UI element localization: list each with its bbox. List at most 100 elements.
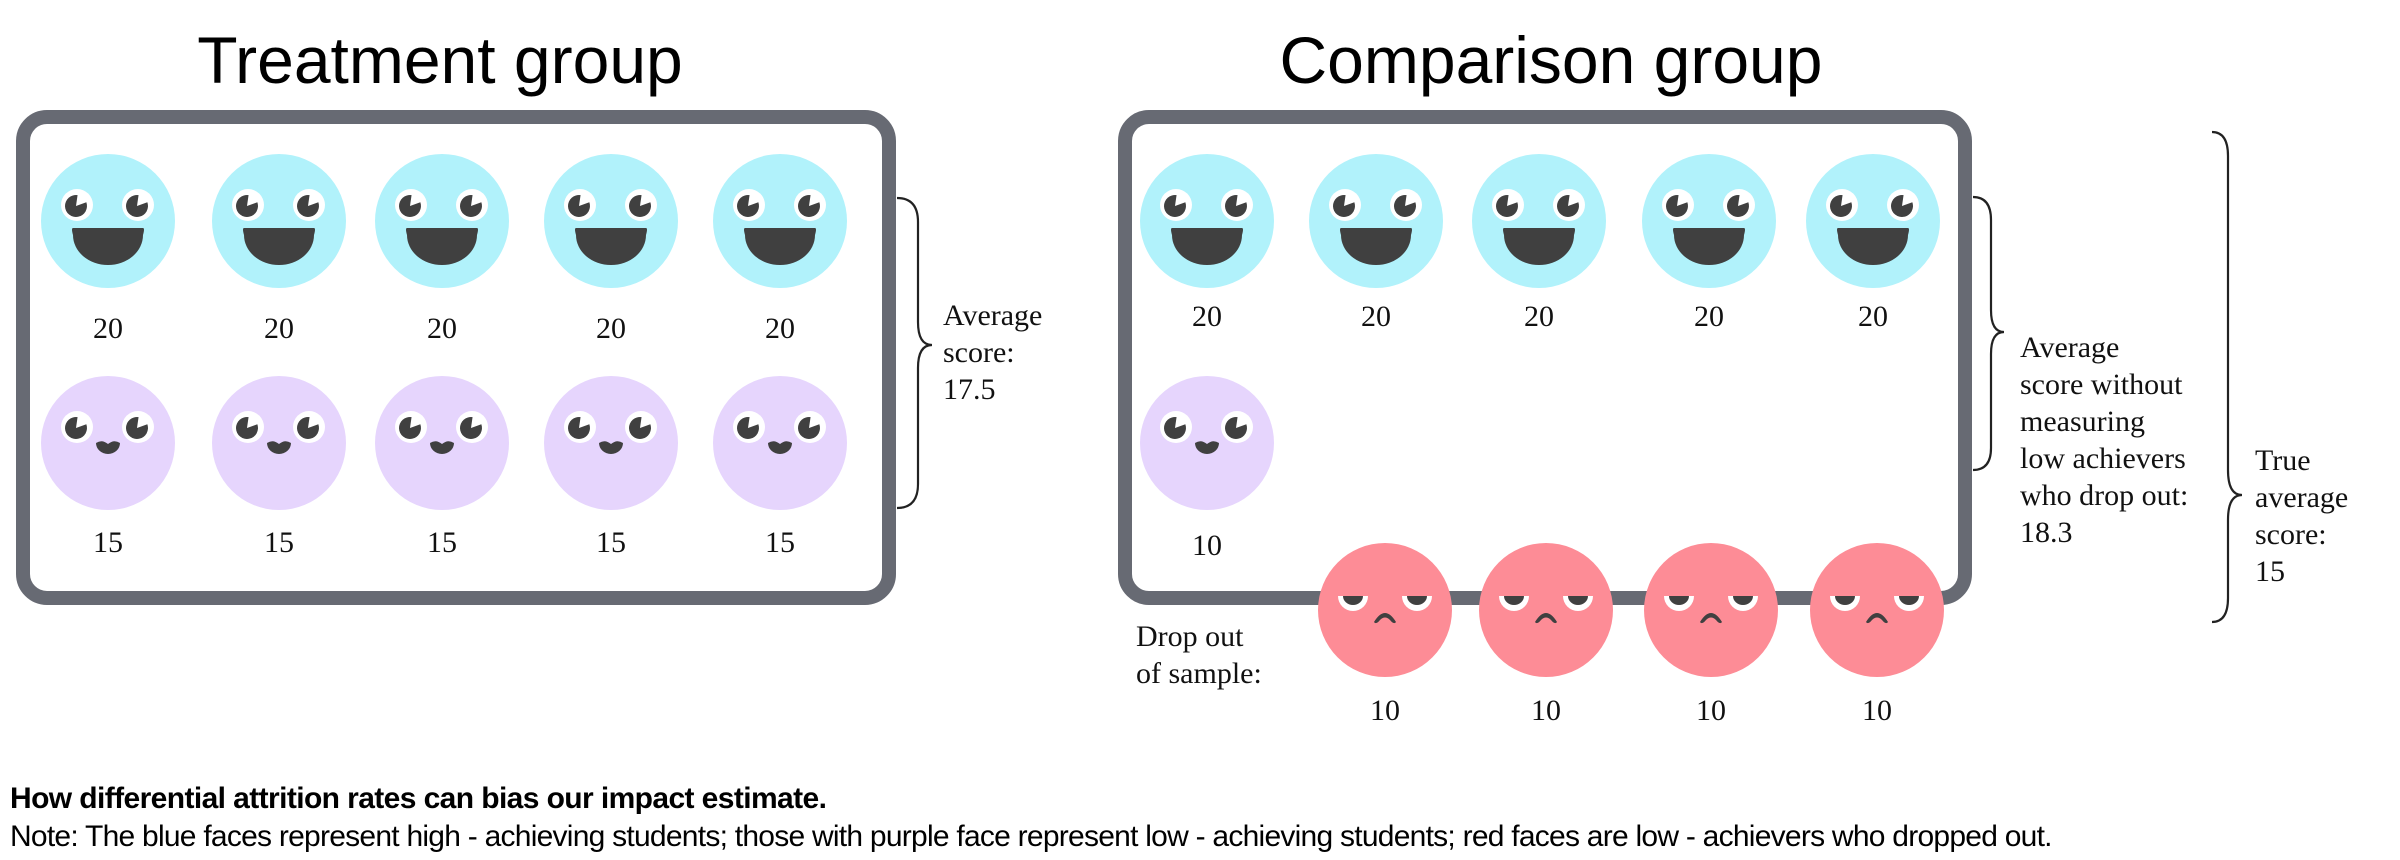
- pupil: [1568, 596, 1588, 605]
- pupil: [64, 417, 87, 440]
- pupil: [459, 416, 482, 440]
- content-face-icon: [1140, 376, 1274, 510]
- measured-average-brace: [1972, 195, 2005, 472]
- score-label: 20: [427, 312, 457, 345]
- sad-face-icon: [1810, 543, 1944, 677]
- annotation-line: 17.5: [943, 373, 996, 406]
- annotation-line: score:: [943, 336, 1015, 369]
- score-label: 20: [1694, 300, 1724, 333]
- dropout-label-line: of sample:: [1136, 657, 1262, 690]
- pupil: [297, 417, 319, 440]
- pupil: [737, 195, 759, 217]
- score-label: 15: [427, 526, 457, 559]
- face-disc: [212, 376, 346, 510]
- true-average-brace: [2211, 130, 2243, 624]
- pupil: [1394, 195, 1416, 217]
- small-smile-mouth: [267, 441, 291, 454]
- pupil: [1669, 596, 1689, 605]
- happy-face-icon: [713, 154, 847, 288]
- comparison-group-title: Comparison group: [1280, 23, 1823, 97]
- happy-face-icon: [375, 154, 509, 288]
- score-label: 10: [1862, 694, 1892, 727]
- frown-mouth: [1374, 613, 1396, 624]
- smile-mouth: [406, 228, 478, 265]
- happy-face-icon: [1642, 154, 1776, 288]
- pupil: [1830, 195, 1852, 218]
- pupil: [126, 417, 148, 440]
- annotation-line: low achievers: [2020, 442, 2186, 475]
- annotation-line: score:: [2255, 518, 2327, 551]
- pupil: [1407, 596, 1427, 605]
- treatment-average-brace: [896, 196, 933, 510]
- annotation-line: 18.3: [2020, 516, 2073, 549]
- pupil: [1225, 417, 1247, 440]
- score-label: 15: [596, 526, 626, 559]
- pupil: [1835, 596, 1855, 605]
- figure-caption-note: Note: The blue faces represent high - ac…: [10, 820, 2052, 853]
- pupil: [399, 195, 421, 217]
- face-disc: [375, 154, 509, 288]
- treatment-average-annotation: Average score: 17.5: [943, 299, 1050, 406]
- score-label: 20: [1524, 300, 1554, 333]
- score-label: 20: [264, 312, 294, 345]
- score-label: 15: [264, 526, 294, 559]
- sad-face-icon: [1644, 543, 1778, 677]
- score-label: 10: [1192, 529, 1222, 562]
- happy-face-icon: [1806, 154, 1940, 288]
- score-label: 10: [1370, 694, 1400, 727]
- pupil: [1727, 195, 1750, 217]
- pupil: [235, 195, 258, 217]
- face-disc: [41, 154, 175, 288]
- pupil: [1557, 195, 1579, 217]
- faces-layer: 20 20 20 20 20 15 15 15 15 15 20 20 20 20 20 10 10 10 10 10: [41, 154, 1944, 727]
- smile-mouth: [575, 228, 647, 265]
- smile-mouth: [1340, 228, 1412, 265]
- face-disc: [212, 154, 346, 288]
- smile-mouth: [1503, 228, 1575, 265]
- frown-mouth: [1700, 613, 1722, 624]
- annotation-line: Average: [943, 299, 1042, 332]
- face-disc: [1309, 154, 1443, 288]
- small-smile-mouth: [1195, 441, 1219, 454]
- pupil: [1665, 195, 1688, 217]
- pupil: [235, 417, 258, 440]
- pupil: [1164, 195, 1187, 218]
- annotation-line: measuring: [2020, 405, 2145, 438]
- dropout-label-line: Drop out: [1136, 620, 1244, 653]
- score-label: 20: [1858, 300, 1888, 333]
- treatment-group-title: Treatment group: [197, 23, 682, 97]
- happy-face-icon: [41, 154, 175, 288]
- pupil: [1332, 195, 1356, 217]
- face-disc: [1140, 376, 1274, 510]
- pupil: [64, 194, 87, 217]
- score-label: 20: [596, 312, 626, 345]
- face-disc: [544, 376, 678, 510]
- face-disc: [1642, 154, 1776, 288]
- face-disc: [1806, 154, 1940, 288]
- true-average-annotation: True average score: 15: [2255, 444, 2356, 588]
- pupil: [1733, 596, 1753, 605]
- face-disc: [1479, 543, 1613, 677]
- pupil: [629, 195, 651, 217]
- score-label: 10: [1696, 694, 1726, 727]
- small-smile-mouth: [768, 441, 792, 454]
- pupil: [297, 195, 319, 217]
- small-smile-mouth: [430, 441, 454, 454]
- face-disc: [1810, 543, 1944, 677]
- pupil: [1504, 596, 1524, 605]
- annotation-line: average: [2255, 481, 2348, 514]
- pupil: [459, 195, 482, 217]
- pupil: [1891, 195, 1913, 218]
- content-face-icon: [41, 376, 175, 510]
- pupil: [1225, 195, 1247, 218]
- smile-mouth: [1673, 228, 1745, 265]
- small-smile-mouth: [96, 441, 120, 454]
- smile-mouth: [243, 228, 315, 265]
- score-label: 20: [1361, 300, 1391, 333]
- pupil: [1164, 417, 1187, 440]
- happy-face-icon: [1309, 154, 1443, 288]
- face-disc: [1644, 543, 1778, 677]
- frown-mouth: [1535, 613, 1557, 624]
- happy-face-icon: [1140, 154, 1274, 288]
